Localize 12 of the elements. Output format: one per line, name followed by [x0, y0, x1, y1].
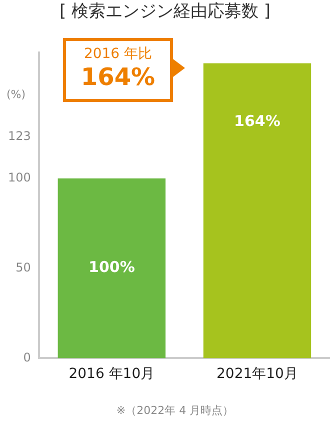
y-axis-title: (%): [6, 88, 26, 101]
chart-title: [ 検索エンジン経由応募数 ]: [59, 2, 271, 22]
data-label: 100%: [88, 258, 135, 276]
text: ※（2022年 4 月時点）: [116, 404, 234, 417]
y-tick-label: 123: [8, 129, 31, 144]
x-tick-label: 2021年10月: [216, 366, 298, 382]
y-tick-label: 0: [23, 350, 31, 364]
data-label: 164%: [234, 112, 280, 130]
y-tick-label: 100: [8, 170, 31, 184]
annotation: 2016 年比 164%: [80, 45, 156, 91]
y-tick-label: 50: [16, 260, 31, 274]
x-tick-label: 2016 年10月: [68, 366, 155, 382]
